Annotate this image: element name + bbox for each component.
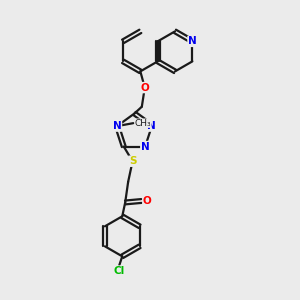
Text: O: O <box>143 196 152 206</box>
Text: O: O <box>140 82 149 93</box>
Text: N: N <box>147 121 156 131</box>
Text: N: N <box>113 121 122 131</box>
Text: Cl: Cl <box>114 266 125 276</box>
Text: N: N <box>141 142 150 152</box>
Text: N: N <box>188 36 197 46</box>
Text: S: S <box>129 156 136 166</box>
Text: CH₃: CH₃ <box>135 119 152 128</box>
